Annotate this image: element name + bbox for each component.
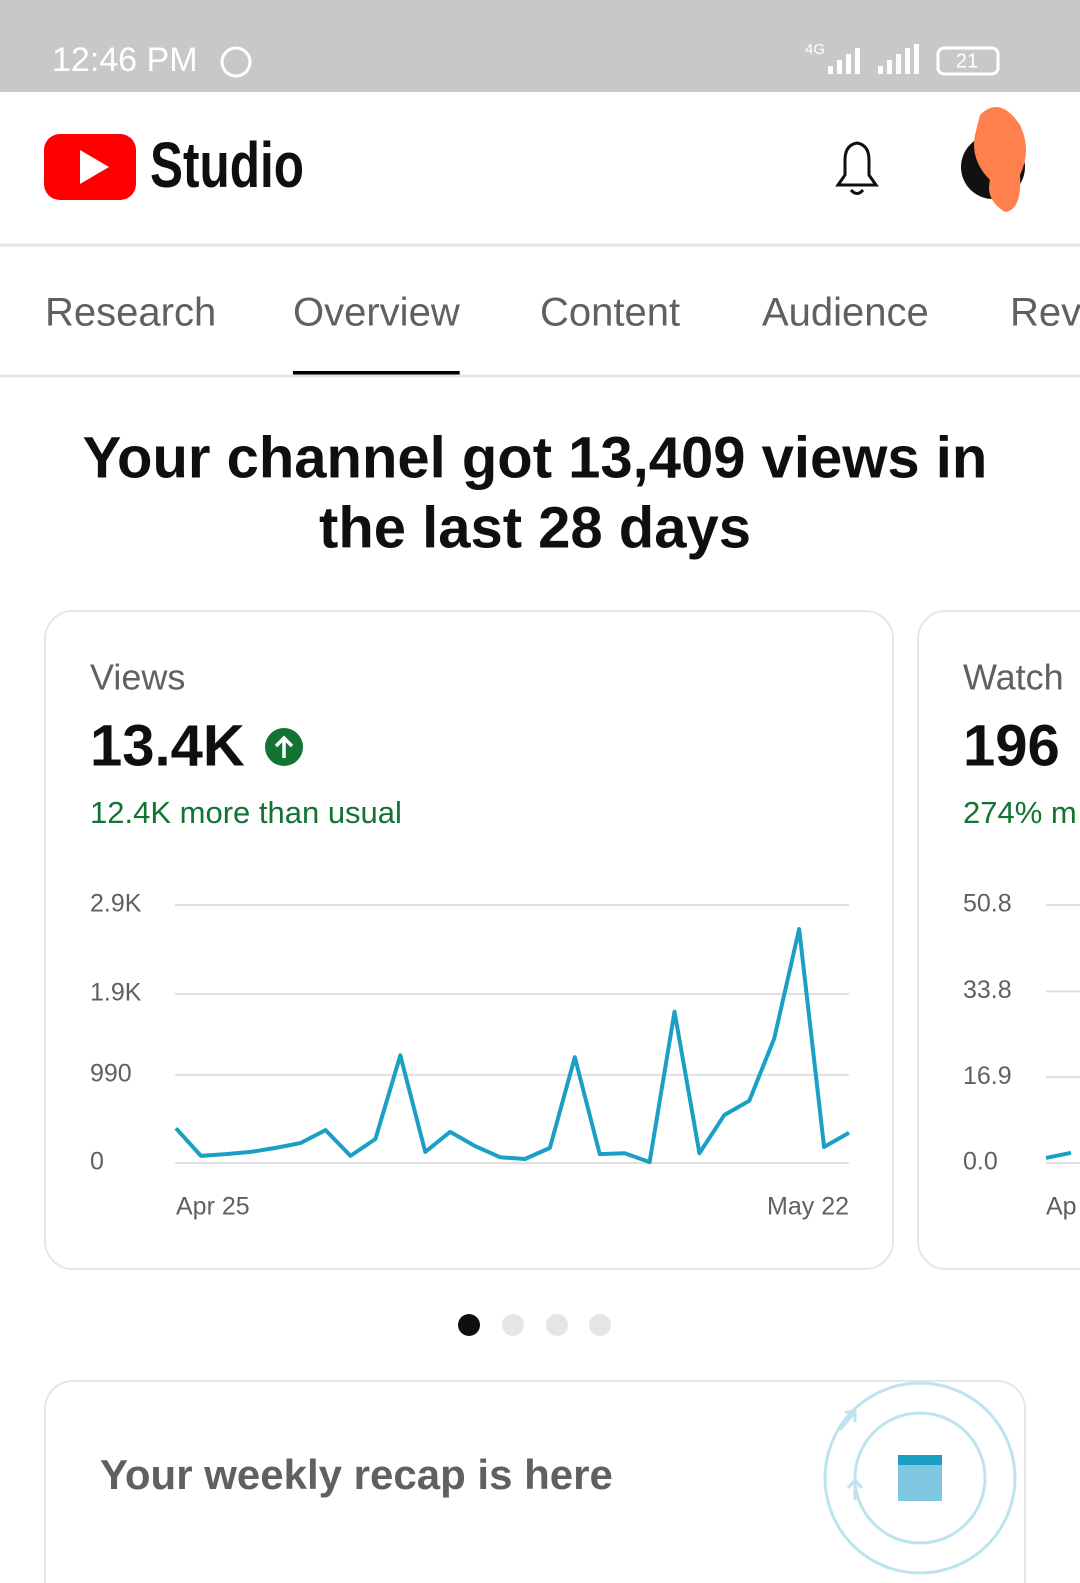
page-dot[interactable] [502, 1314, 524, 1336]
recap-card[interactable] [44, 1380, 1026, 1583]
signal-icon [828, 44, 919, 74]
page-dot[interactable] [458, 1314, 480, 1336]
x-tick-label: May 22 [767, 1193, 849, 1221]
notifications-button[interactable] [835, 141, 879, 195]
avatar[interactable] [961, 107, 1026, 212]
tab-indicator [293, 371, 460, 377]
x-tick-label: Apr 25 [176, 1193, 250, 1221]
y-tick-label: 0 [90, 1148, 104, 1176]
y-tick-label: 990 [90, 1060, 132, 1088]
status-time: 12:46 PM [52, 41, 198, 79]
battery-level: 21 [956, 50, 978, 72]
headline: Your channel got 13,409 views in [83, 425, 988, 490]
logo-play [80, 150, 109, 184]
card-label: Watch [963, 657, 1064, 698]
y-tick-label: 1.9K [90, 979, 142, 1007]
data-line [1045, 1150, 1072, 1160]
watch-card[interactable] [917, 610, 1080, 1270]
recap-title: Your weekly recap is here [100, 1451, 613, 1498]
tab[interactable]: Overview [293, 291, 460, 335]
status-bar [0, 0, 1080, 92]
card-change: 12.4K more than usual [90, 795, 402, 830]
calendar-top [898, 1455, 942, 1465]
tab[interactable]: Content [540, 291, 680, 335]
card-value: 196 [963, 713, 1060, 778]
y-tick-label: 0.0 [963, 1148, 998, 1176]
battery-icon [936, 46, 1000, 76]
growth-arrow [274, 735, 294, 758]
data-line [174, 927, 850, 1165]
recap-illustration [823, 1381, 1017, 1575]
page-dot[interactable] [589, 1314, 611, 1336]
card-value: 13.4K [90, 713, 245, 778]
x-tick-label: Ap [1046, 1193, 1077, 1221]
tab[interactable]: Audience [762, 291, 929, 335]
y-tick-label: 50.8 [963, 890, 1012, 918]
y-tick-label: 16.9 [963, 1062, 1012, 1090]
card-change: 274% m [963, 795, 1077, 830]
tab[interactable]: Rev [1010, 291, 1080, 335]
alarm-icon [220, 46, 252, 78]
card-label: Views [90, 657, 185, 698]
network-label: 4G [805, 41, 825, 58]
y-tick-label: 33.8 [963, 976, 1012, 1004]
y-tick-label: 2.9K [90, 890, 142, 918]
headline: the last 28 days [319, 495, 751, 560]
page-dot[interactable] [546, 1314, 568, 1336]
app-title: Studio [150, 129, 304, 201]
tab[interactable]: Research [45, 291, 216, 335]
views-card[interactable] [44, 610, 894, 1270]
